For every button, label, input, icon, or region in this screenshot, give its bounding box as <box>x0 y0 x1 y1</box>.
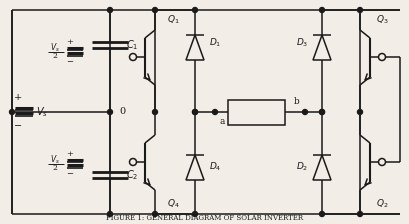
Circle shape <box>212 110 217 114</box>
Polygon shape <box>312 155 330 180</box>
FancyBboxPatch shape <box>227 100 284 125</box>
Circle shape <box>319 7 324 13</box>
Circle shape <box>152 110 157 114</box>
Circle shape <box>9 110 14 114</box>
Text: +: + <box>66 38 73 46</box>
Text: 0: 0 <box>119 108 125 116</box>
Circle shape <box>302 110 307 114</box>
Text: b: b <box>294 97 299 106</box>
Text: $V_s$: $V_s$ <box>36 105 48 119</box>
Circle shape <box>319 110 324 114</box>
Circle shape <box>192 211 197 217</box>
Text: $Q_4$: $Q_4$ <box>166 198 179 210</box>
Text: $V_s$: $V_s$ <box>50 154 60 166</box>
Text: $C_2$: $C_2$ <box>126 168 138 182</box>
Circle shape <box>192 7 197 13</box>
Circle shape <box>192 110 197 114</box>
Text: +: + <box>66 150 73 158</box>
Text: Load: Load <box>244 105 268 114</box>
Circle shape <box>107 110 112 114</box>
Circle shape <box>107 7 112 13</box>
Text: $D_2$: $D_2$ <box>295 161 308 173</box>
Text: 2: 2 <box>52 52 57 60</box>
Text: FIGURE 1: GENERAL DIAGRAM OF SOLAR INVERTER: FIGURE 1: GENERAL DIAGRAM OF SOLAR INVER… <box>106 214 303 222</box>
Text: $Q_2$: $Q_2$ <box>375 198 387 210</box>
Text: −: − <box>66 170 73 178</box>
Text: $Q_1$: $Q_1$ <box>166 14 179 26</box>
Text: $V_s$: $V_s$ <box>50 42 60 54</box>
Text: $D_3$: $D_3$ <box>295 37 308 49</box>
Polygon shape <box>186 155 204 180</box>
Circle shape <box>319 211 324 217</box>
Text: $C_1$: $C_1$ <box>126 38 138 52</box>
Text: $Q_3$: $Q_3$ <box>375 14 387 26</box>
Circle shape <box>152 211 157 217</box>
Circle shape <box>357 110 362 114</box>
Polygon shape <box>186 35 204 60</box>
Circle shape <box>152 7 157 13</box>
Text: 2: 2 <box>52 164 57 172</box>
Text: $i_o$: $i_o$ <box>252 114 259 127</box>
Circle shape <box>357 211 362 217</box>
Circle shape <box>357 7 362 13</box>
Polygon shape <box>312 35 330 60</box>
Circle shape <box>192 110 197 114</box>
Text: +: + <box>14 93 22 103</box>
Circle shape <box>319 110 324 114</box>
Text: −: − <box>66 58 73 66</box>
Text: $D_4$: $D_4$ <box>208 161 221 173</box>
Text: a: a <box>220 118 225 127</box>
Text: −: − <box>14 121 22 131</box>
Circle shape <box>107 211 112 217</box>
Text: $D_1$: $D_1$ <box>208 37 221 49</box>
